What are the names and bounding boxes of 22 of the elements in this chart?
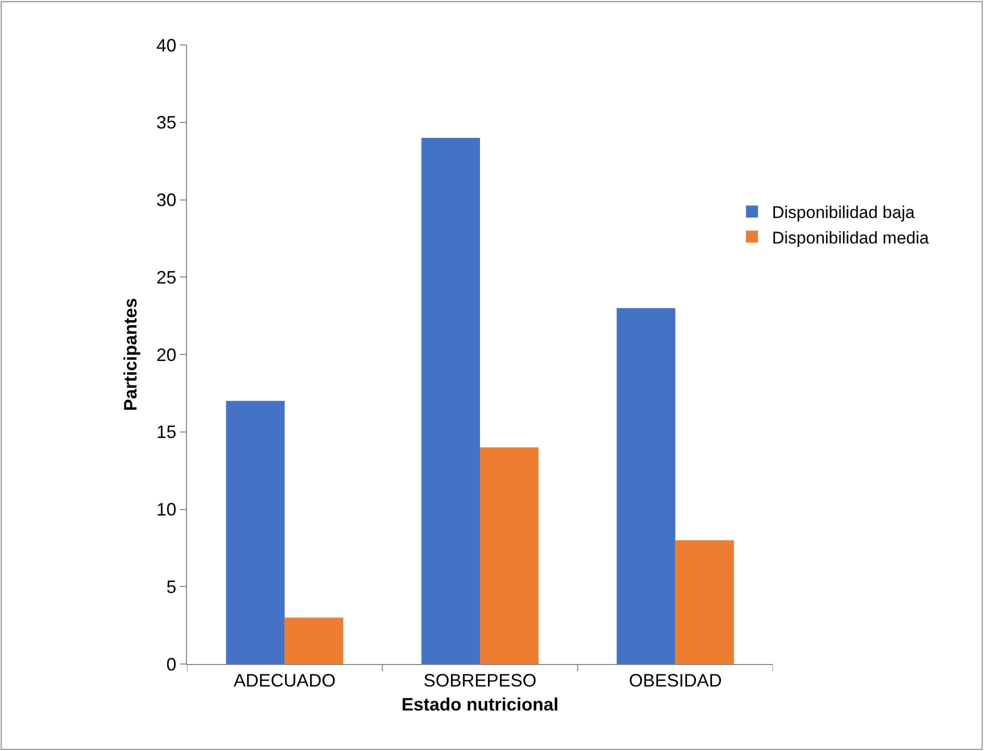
- x-axis-title: Estado nutricional: [401, 694, 559, 715]
- y-tick-label: 30: [156, 190, 176, 210]
- bar: [226, 400, 285, 664]
- legend-label: Disponibilidad baja: [772, 203, 916, 222]
- x-tick-label: SOBREPESO: [423, 670, 537, 691]
- bar: [616, 308, 676, 664]
- legend-label: Disponibilidad media: [772, 228, 930, 248]
- y-tick-label: 40: [156, 35, 176, 56]
- bar: [480, 447, 539, 664]
- y-tick-label: 10: [156, 500, 176, 520]
- y-tick-label: 25: [156, 267, 176, 288]
- bar: [421, 138, 480, 664]
- x-tick-label: OBESIDAD: [628, 670, 722, 691]
- y-tick-label: 5: [166, 576, 176, 597]
- y-tick-label: 0: [166, 654, 176, 674]
- bar: [675, 540, 734, 664]
- y-tick-label: 15: [156, 422, 176, 442]
- y-tick-label: 35: [156, 112, 176, 133]
- y-tick-label: 20: [156, 344, 176, 365]
- y-axis-title: Participantes: [120, 298, 141, 412]
- bar: [284, 618, 344, 664]
- x-tick-label: ADECUADO: [234, 670, 336, 691]
